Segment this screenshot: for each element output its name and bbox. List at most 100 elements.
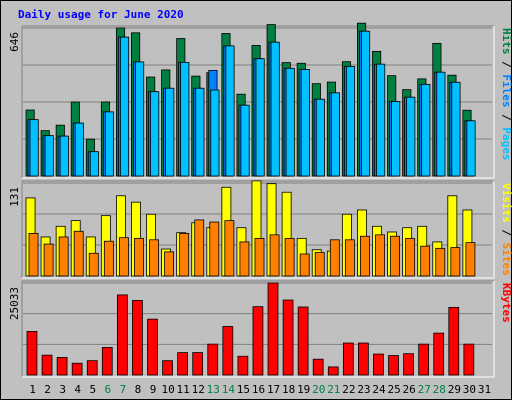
bar-sites-9 — [149, 239, 159, 277]
bar-pages-9 — [150, 91, 160, 177]
bar-pages-21 — [330, 92, 340, 177]
x-tick-label-14: 14 — [222, 383, 236, 396]
bar-kbytes-28 — [433, 332, 445, 376]
bar-sites-7 — [118, 237, 129, 277]
bar-sites-27 — [420, 245, 431, 277]
x-tick-label-1: 1 — [29, 383, 36, 396]
bar-pages-23 — [361, 30, 371, 177]
x-tick-label-18: 18 — [282, 383, 295, 396]
bar-sites-23 — [360, 235, 370, 277]
bar-kbytes-10 — [162, 360, 173, 376]
bar-kbytes-11 — [177, 352, 188, 376]
bar-sites-15 — [239, 241, 250, 277]
bar-sites-13 — [209, 221, 220, 277]
bar-pages-25 — [391, 101, 401, 177]
x-tick-label-9: 9 — [150, 383, 157, 396]
bar-sites-10 — [164, 251, 175, 277]
bar-pages-14 — [225, 45, 235, 177]
bar-pages-27 — [421, 83, 431, 177]
bar-kbytes-16 — [252, 306, 264, 376]
x-tick-label-21: 21 — [327, 383, 340, 396]
legend-item-kbytes-0: KBytes — [500, 283, 512, 323]
bar-kbytes-4 — [71, 362, 83, 376]
x-tick-label-5: 5 — [89, 383, 96, 396]
x-tick-label-26: 26 — [403, 383, 416, 396]
legend-item-visits-sites-1: / — [500, 223, 512, 243]
x-tick-label-27: 27 — [418, 383, 431, 396]
legend-item-hits-files-pages-0: Hits — [500, 28, 512, 55]
x-tick-label-19: 19 — [297, 383, 310, 396]
bar-pages-11 — [180, 61, 190, 177]
bar-pages-16 — [255, 58, 265, 177]
legend-visits-sites: Visits / Sites — [500, 183, 512, 276]
bar-sites-24 — [375, 234, 385, 277]
bar-kbytes-30 — [463, 343, 475, 376]
chart-title: Daily usage for June 2020 — [18, 8, 184, 21]
bar-kbytes-5 — [86, 360, 98, 376]
x-tick-label-22: 22 — [342, 383, 355, 396]
legend-item-hits-files-pages-1: / — [500, 55, 512, 75]
ymax-label-visits-sites: 131 — [8, 187, 21, 207]
bar-pages-18 — [285, 67, 295, 177]
bar-kbytes-2 — [41, 354, 53, 376]
bar-sites-25 — [390, 235, 400, 277]
x-tick-label-25: 25 — [387, 383, 400, 396]
x-tick-label-6: 6 — [105, 383, 112, 396]
bar-kbytes-23 — [358, 342, 369, 376]
x-tick-label-12: 12 — [192, 383, 205, 396]
bar-pages-28 — [436, 71, 446, 177]
legend-item-hits-files-pages-3: / — [500, 108, 512, 128]
bar-pages-29 — [451, 81, 461, 177]
bar-kbytes-9 — [147, 318, 158, 376]
bar-kbytes-27 — [418, 343, 430, 376]
x-tick-label-7: 7 — [120, 383, 127, 396]
bar-kbytes-3 — [56, 356, 68, 376]
bar-pages-3 — [59, 135, 69, 177]
bar-pages-19 — [300, 69, 310, 177]
bar-sites-12 — [194, 219, 205, 277]
bar-kbytes-25 — [388, 355, 399, 376]
bar-pages-22 — [345, 66, 356, 177]
legend-hits-files-pages: Hits / Files / Pages — [500, 28, 512, 161]
bar-kbytes-8 — [132, 299, 143, 376]
bar-kbytes-17 — [267, 282, 279, 376]
x-tick-label-15: 15 — [237, 383, 250, 396]
bar-sites-18 — [284, 237, 295, 277]
x-tick-label-16: 16 — [252, 383, 265, 396]
bar-sites-1 — [28, 233, 39, 277]
bar-sites-5 — [88, 252, 99, 277]
bar-pages-26 — [406, 96, 416, 177]
bar-kbytes-24 — [373, 353, 384, 376]
x-tick-label-4: 4 — [74, 383, 81, 396]
bar-kbytes-12 — [192, 352, 204, 376]
x-tick-label-17: 17 — [267, 383, 280, 396]
bar-kbytes-7 — [116, 294, 128, 376]
bar-sites-2 — [43, 243, 54, 277]
legend-kbytes: KBytes — [500, 283, 512, 323]
bar-sites-30 — [465, 242, 476, 277]
bar-pages-6 — [104, 111, 115, 177]
bar-pages-8 — [135, 61, 145, 177]
x-tick-label-28: 28 — [433, 383, 446, 396]
x-tick-label-2: 2 — [44, 383, 51, 396]
x-tick-label-20: 20 — [312, 383, 325, 396]
ymax-label-hits-files-pages: 646 — [8, 32, 21, 52]
bar-kbytes-19 — [297, 306, 309, 376]
bar-pages-1 — [29, 119, 39, 177]
bar-sites-16 — [254, 237, 265, 277]
bar-sites-26 — [405, 237, 416, 277]
bar-kbytes-21 — [327, 366, 339, 376]
x-tick-label-29: 29 — [448, 383, 461, 396]
bar-kbytes-6 — [101, 347, 113, 376]
legend-item-visits-sites-2: Sites — [500, 243, 512, 276]
bar-kbytes-15 — [237, 355, 249, 376]
bar-pages-13 — [210, 89, 220, 177]
x-tick-label-13: 13 — [207, 383, 220, 396]
bar-pages-12 — [195, 87, 205, 177]
bar-kbytes-14 — [222, 326, 234, 376]
bar-kbytes-22 — [342, 342, 354, 376]
bar-sites-6 — [103, 240, 114, 277]
bar-pages-2 — [44, 135, 54, 177]
x-tick-label-30: 30 — [463, 383, 476, 396]
x-tick-label-3: 3 — [59, 383, 66, 396]
